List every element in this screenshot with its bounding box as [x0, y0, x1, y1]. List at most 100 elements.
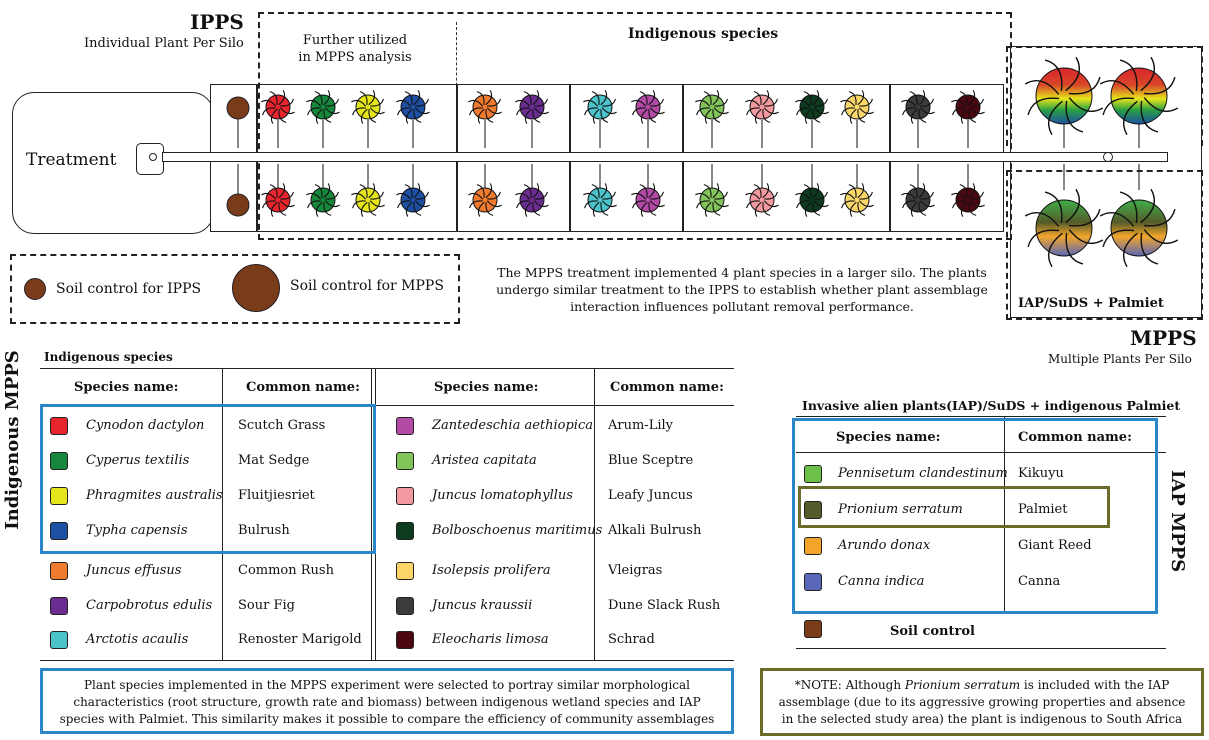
indig-right-common-5: Dune Slack Rush — [608, 598, 721, 613]
pipe-joint — [1103, 152, 1113, 162]
indig-right-species-3: Bolboschoenus maritimus — [432, 523, 603, 538]
indig-left-species-0: Cynodon dactylon — [86, 418, 205, 433]
ipps-plant-top-10 — [795, 90, 829, 124]
iap-species-2: Arundo donax — [838, 538, 931, 553]
indig-right-swatch-0 — [396, 417, 414, 435]
header-common-left: Common name: — [246, 380, 360, 395]
mpps-dashed-region — [1006, 46, 1203, 146]
ipps-plant-bottom-7 — [631, 183, 665, 217]
indig-right-common-3: Alkali Bulrush — [608, 523, 702, 538]
iap-header-species: Species name: — [836, 430, 941, 445]
iap-bottom-rule — [796, 648, 1166, 649]
iap-swatch-0 — [804, 465, 822, 483]
iap-dashed-region — [1006, 170, 1203, 320]
header-species-left: Species name: — [74, 380, 179, 395]
ipps-plant-bottom-0 — [261, 183, 295, 217]
indig-left-common-6: Renoster Marigold — [238, 632, 362, 647]
iap-swatch-2 — [804, 537, 822, 555]
table-bottom-rule — [40, 660, 734, 661]
ipps-plant-top-4 — [468, 90, 502, 124]
ipps-plant-bottom-11 — [840, 183, 874, 217]
soil-ipps-label: Soil control for IPPS — [56, 281, 202, 297]
ipps-plant-top-0 — [261, 90, 295, 124]
indig-right-common-0: Arum-Lily — [608, 418, 673, 433]
indig-left-species-1: Cyperus textilis — [86, 453, 190, 468]
ipps-plant-top-12 — [901, 90, 935, 124]
ipps-plant-top-13 — [951, 90, 985, 124]
plant-array — [226, 56, 1179, 268]
indig-right-swatch-2 — [396, 487, 414, 505]
ipps-plant-bottom-5 — [515, 183, 549, 217]
indig-left-common-2: Fluitjiesriet — [238, 488, 315, 503]
outlet-valve — [149, 153, 157, 161]
ipps-plant-bottom-4 — [468, 183, 502, 217]
indig-left-species-2: Phragmites australis — [86, 488, 223, 503]
indig-right-common-6: Schrad — [608, 632, 655, 647]
indigenous-mpps-side-label: Indigenous MPPS — [2, 350, 23, 530]
soil-ipps-marker — [24, 278, 46, 300]
iap-swatch-1 — [804, 501, 822, 519]
mpps-subtitle: Multiple Plants Per Silo — [1048, 352, 1192, 366]
indig-left-swatch-5 — [50, 597, 68, 615]
palmiet-highlight — [798, 486, 1110, 528]
indig-right-species-2: Juncus lomatophyllus — [432, 488, 573, 503]
ipps-plant-top-8 — [695, 90, 729, 124]
ipps-plant-top-11 — [840, 90, 874, 124]
table-header-rule — [40, 405, 734, 406]
col-divider-3 — [594, 368, 595, 660]
iap-table-title: Invasive alien plants(IAP)/SuDS + indige… — [802, 398, 1181, 413]
mpps-title: MPPS — [1130, 326, 1197, 350]
iap-species-0: Pennisetum clandestinum — [838, 466, 1008, 481]
olive-note-prefix: *NOTE: Although — [794, 678, 905, 692]
indig-left-species-5: Carpobrotus edulis — [86, 598, 213, 613]
soil-legend-box — [10, 254, 460, 324]
ipps-title: IPPS — [190, 10, 244, 34]
indig-right-swatch-5 — [396, 597, 414, 615]
ipps-plant-bottom-1 — [306, 183, 340, 217]
iap-common-1: Palmiet — [1018, 502, 1068, 517]
indig-left-species-6: Arctotis acaulis — [86, 632, 189, 647]
indig-right-common-1: Blue Sceptre — [608, 453, 694, 468]
indig-right-species-1: Aristea capitata — [432, 453, 537, 468]
ipps-plant-bottom-8 — [695, 183, 729, 217]
soil-mpps-marker — [232, 264, 280, 312]
indig-left-swatch-6 — [50, 631, 68, 649]
indig-left-swatch-4 — [50, 562, 68, 580]
indig-right-swatch-6 — [396, 631, 414, 649]
iap-common-3: Canna — [1018, 574, 1061, 589]
indig-right-swatch-4 — [396, 562, 414, 580]
soil-control-silo — [226, 96, 250, 120]
indigenous-dashed-region — [258, 12, 1012, 240]
iap-header-common: Common name: — [1018, 430, 1132, 445]
table-top-rule — [40, 368, 734, 369]
ipps-plant-top-6 — [583, 90, 617, 124]
indig-right-common-2: Leafy Juncus — [608, 488, 693, 503]
indig-left-common-0: Scutch Grass — [238, 418, 326, 433]
iap-col-divider — [1004, 416, 1005, 612]
indig-left-common-1: Mat Sedge — [238, 453, 310, 468]
ipps-plant-bottom-10 — [795, 183, 829, 217]
iap-species-1: Prionium serratum — [838, 502, 963, 517]
iap-swatch-3 — [804, 573, 822, 591]
col-divider-2a — [371, 368, 372, 660]
iap-species-3: Canna indica — [838, 574, 925, 589]
mpps-iap-silo-2 — [1099, 188, 1179, 268]
indig-right-species-6: Eleocharis limosa — [432, 632, 549, 647]
ipps-plant-bottom-2 — [351, 183, 385, 217]
indigenous-mpps-highlight — [40, 404, 376, 554]
indig-right-species-0: Zantedeschia aethiopica — [432, 418, 593, 433]
indig-left-common-4: Common Rush — [238, 563, 334, 578]
indig-left-swatch-0 — [50, 417, 68, 435]
header-common-right: Common name: — [610, 380, 724, 395]
mpps-description: The MPPS treatment implemented 4 plant s… — [496, 265, 988, 314]
indig-left-swatch-2 — [50, 487, 68, 505]
indig-left-common-3: Bulrush — [238, 523, 290, 538]
indig-left-species-4: Juncus effusus — [86, 563, 182, 578]
blue-note: Plant species implemented in the MPPS ex… — [40, 668, 734, 734]
iap-common-2: Giant Reed — [1018, 538, 1092, 553]
header-species-right: Species name: — [434, 380, 539, 395]
ipps-plant-top-2 — [351, 90, 385, 124]
mpps-indigenous-silo-2 — [1099, 56, 1179, 136]
indig-left-swatch-3 — [50, 522, 68, 540]
ipps-plant-bottom-12 — [901, 183, 935, 217]
